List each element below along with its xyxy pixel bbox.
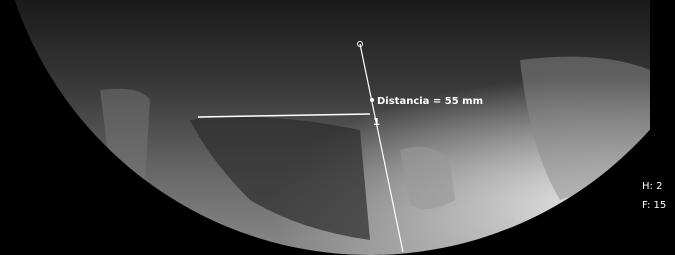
marker-label: 1 <box>373 117 380 128</box>
fluoroscopy-viewer: Distancia = 55 mm 1 H: 2 F: 15 <box>0 0 675 255</box>
overlay-f: F: 15 <box>642 200 666 211</box>
measurement-label: Distancia = 55 mm <box>377 96 483 107</box>
overlay-h: H: 2 <box>642 181 662 192</box>
page: Distancia = 55 mm 1 H: 2 F: 15 (() => { … <box>0 0 675 255</box>
label-anchor <box>370 98 374 102</box>
